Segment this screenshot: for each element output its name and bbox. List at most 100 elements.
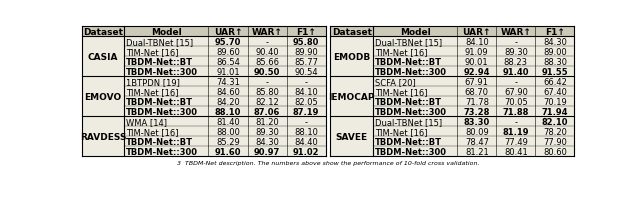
Text: 84.30: 84.30 xyxy=(543,37,567,46)
Text: 85.77: 85.77 xyxy=(294,57,318,66)
Text: 89.90: 89.90 xyxy=(294,47,318,56)
Text: 90.40: 90.40 xyxy=(255,47,279,56)
Text: EMODB: EMODB xyxy=(333,52,371,61)
Text: 91.09: 91.09 xyxy=(465,47,488,56)
Text: 68.70: 68.70 xyxy=(465,87,489,96)
Text: TBDM-Net::300: TBDM-Net::300 xyxy=(374,107,447,116)
Bar xyxy=(330,27,575,157)
Text: 67.91: 67.91 xyxy=(465,77,489,86)
Text: TBDM-Net::300: TBDM-Net::300 xyxy=(126,147,198,156)
Bar xyxy=(81,27,326,37)
Text: 81.40: 81.40 xyxy=(216,117,240,126)
Text: SCFA [20]: SCFA [20] xyxy=(374,77,415,86)
Text: RAVDESS: RAVDESS xyxy=(79,132,126,141)
Text: 78.47: 78.47 xyxy=(465,137,489,146)
Text: 84.30: 84.30 xyxy=(255,137,279,146)
Text: 87.19: 87.19 xyxy=(293,107,319,116)
Text: 1BTPDN [19]: 1BTPDN [19] xyxy=(126,77,180,86)
Text: 91.55: 91.55 xyxy=(541,67,568,76)
Text: Dataset: Dataset xyxy=(332,28,372,36)
Text: F1↑: F1↑ xyxy=(545,28,565,36)
Text: 80.09: 80.09 xyxy=(465,127,489,136)
Text: -: - xyxy=(266,77,269,86)
Text: Dual-TBNet [15]: Dual-TBNet [15] xyxy=(374,37,442,46)
Text: 74.31: 74.31 xyxy=(216,77,240,86)
Text: 71.94: 71.94 xyxy=(541,107,568,116)
Text: TBDM-Net::BT: TBDM-Net::BT xyxy=(374,97,442,106)
Text: -: - xyxy=(266,37,269,46)
Text: 88.23: 88.23 xyxy=(504,57,528,66)
Text: Dual-TBNet [15]: Dual-TBNet [15] xyxy=(126,37,193,46)
Text: 71.78: 71.78 xyxy=(465,97,489,106)
Text: 82.10: 82.10 xyxy=(541,117,568,126)
Text: 67.90: 67.90 xyxy=(504,87,528,96)
Text: 80.60: 80.60 xyxy=(543,147,567,156)
Text: TIM-Net [16]: TIM-Net [16] xyxy=(126,87,179,96)
Text: CASIA: CASIA xyxy=(88,52,118,61)
Text: 67.40: 67.40 xyxy=(543,87,567,96)
Text: TBDM-Net::BT: TBDM-Net::BT xyxy=(126,137,193,146)
Text: -: - xyxy=(515,37,517,46)
Text: 77.90: 77.90 xyxy=(543,137,567,146)
Text: 85.29: 85.29 xyxy=(216,137,240,146)
Text: TIM-Net [16]: TIM-Net [16] xyxy=(126,127,179,136)
Text: TIM-Net [16]: TIM-Net [16] xyxy=(374,87,427,96)
Text: 89.30: 89.30 xyxy=(255,127,279,136)
Text: WAR↑: WAR↑ xyxy=(252,28,282,36)
Text: 82.12: 82.12 xyxy=(255,97,279,106)
Text: -: - xyxy=(515,77,517,86)
Text: 90.01: 90.01 xyxy=(465,57,488,66)
Text: TBDM-Net::BT: TBDM-Net::BT xyxy=(126,97,193,106)
Text: 87.06: 87.06 xyxy=(254,107,280,116)
Text: Dual-TBNet [15]: Dual-TBNet [15] xyxy=(374,117,442,126)
Text: 88.10: 88.10 xyxy=(215,107,241,116)
Text: -: - xyxy=(305,117,308,126)
Text: 82.05: 82.05 xyxy=(294,97,318,106)
Text: TIM-Net [16]: TIM-Net [16] xyxy=(374,127,427,136)
Text: 84.40: 84.40 xyxy=(294,137,318,146)
Text: Model: Model xyxy=(400,28,431,36)
Text: 71.88: 71.88 xyxy=(502,107,529,116)
Bar xyxy=(81,27,326,157)
Text: 88.10: 88.10 xyxy=(294,127,318,136)
Text: 66.42: 66.42 xyxy=(543,77,567,86)
Text: 88.00: 88.00 xyxy=(216,127,240,136)
Text: TBDM-Net::BT: TBDM-Net::BT xyxy=(374,57,442,66)
Text: 70.19: 70.19 xyxy=(543,97,567,106)
Text: TBDM-Net::300: TBDM-Net::300 xyxy=(374,147,447,156)
Text: 92.94: 92.94 xyxy=(463,67,490,76)
Text: 84.10: 84.10 xyxy=(294,87,318,96)
Text: 70.05: 70.05 xyxy=(504,97,528,106)
Text: -: - xyxy=(305,77,308,86)
Text: 90.54: 90.54 xyxy=(294,67,318,76)
Text: WMA [14]: WMA [14] xyxy=(126,117,167,126)
Bar xyxy=(330,27,575,37)
Text: 77.49: 77.49 xyxy=(504,137,528,146)
Text: 78.20: 78.20 xyxy=(543,127,567,136)
Text: 81.21: 81.21 xyxy=(465,147,489,156)
Text: 95.80: 95.80 xyxy=(293,37,319,46)
Text: Model: Model xyxy=(151,28,182,36)
Text: IEMOCAP: IEMOCAP xyxy=(328,92,375,101)
Text: 73.28: 73.28 xyxy=(463,107,490,116)
Text: UAR↑: UAR↑ xyxy=(214,28,243,36)
Text: 89.60: 89.60 xyxy=(216,47,240,56)
Text: TIM-Net [16]: TIM-Net [16] xyxy=(126,47,179,56)
Text: 81.19: 81.19 xyxy=(502,127,529,136)
Text: 86.54: 86.54 xyxy=(216,57,240,66)
Text: 84.20: 84.20 xyxy=(216,97,240,106)
Text: TBDM-Net::BT: TBDM-Net::BT xyxy=(374,137,442,146)
Text: 89.00: 89.00 xyxy=(543,47,567,56)
Text: F1↑: F1↑ xyxy=(296,28,316,36)
Text: 91.02: 91.02 xyxy=(293,147,319,156)
Text: 89.30: 89.30 xyxy=(504,47,528,56)
Text: EMOVO: EMOVO xyxy=(84,92,122,101)
Text: Dataset: Dataset xyxy=(83,28,123,36)
Text: 91.01: 91.01 xyxy=(216,67,240,76)
Text: SAVEE: SAVEE xyxy=(335,132,368,141)
Text: 90.97: 90.97 xyxy=(254,147,280,156)
Text: 84.10: 84.10 xyxy=(465,37,489,46)
Text: TIM-Net [16]: TIM-Net [16] xyxy=(374,47,427,56)
Text: 81.20: 81.20 xyxy=(255,117,279,126)
Text: 84.60: 84.60 xyxy=(216,87,240,96)
